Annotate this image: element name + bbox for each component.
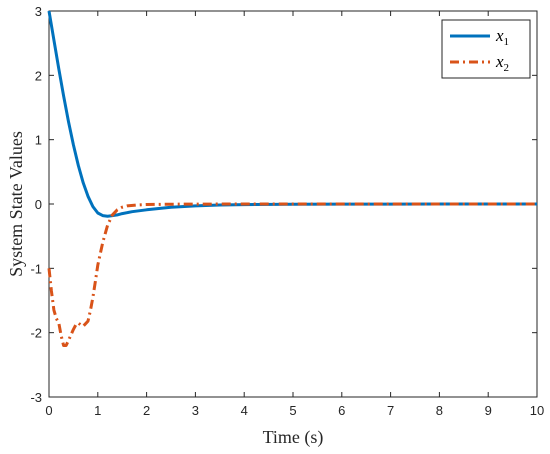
x-tick-label: 10 (530, 403, 544, 418)
x-tick-label: 3 (192, 403, 199, 418)
y-tick-label: -3 (30, 390, 42, 405)
y-axis-title: System State Values (6, 131, 26, 277)
y-tick-label: 3 (35, 4, 42, 19)
legend-box (441, 19, 531, 79)
series (47, 10, 537, 347)
legend-label-x1: x1 (495, 26, 509, 48)
x-tick-label: 0 (45, 403, 52, 418)
x-tick-label: 9 (485, 403, 492, 418)
y-tick-label: 0 (35, 197, 42, 212)
x-tick-label: 4 (241, 403, 248, 418)
y-tick-label: -1 (30, 261, 42, 276)
x-tick-label: 2 (143, 403, 150, 418)
x-tick-label: 6 (338, 403, 345, 418)
y-tick-label: 1 (35, 133, 42, 148)
x-tick-label: 1 (94, 403, 101, 418)
y-tick-label: -2 (30, 326, 42, 341)
x-axis-title: Time (s) (263, 427, 324, 448)
x-tick-label: 7 (387, 403, 394, 418)
series-line-x2 (47, 202, 537, 347)
x-tick-label: 5 (289, 403, 296, 418)
y-tick-label: 2 (35, 68, 42, 83)
x-tick-label: 8 (436, 403, 443, 418)
legend-label-x2: x2 (495, 52, 509, 74)
